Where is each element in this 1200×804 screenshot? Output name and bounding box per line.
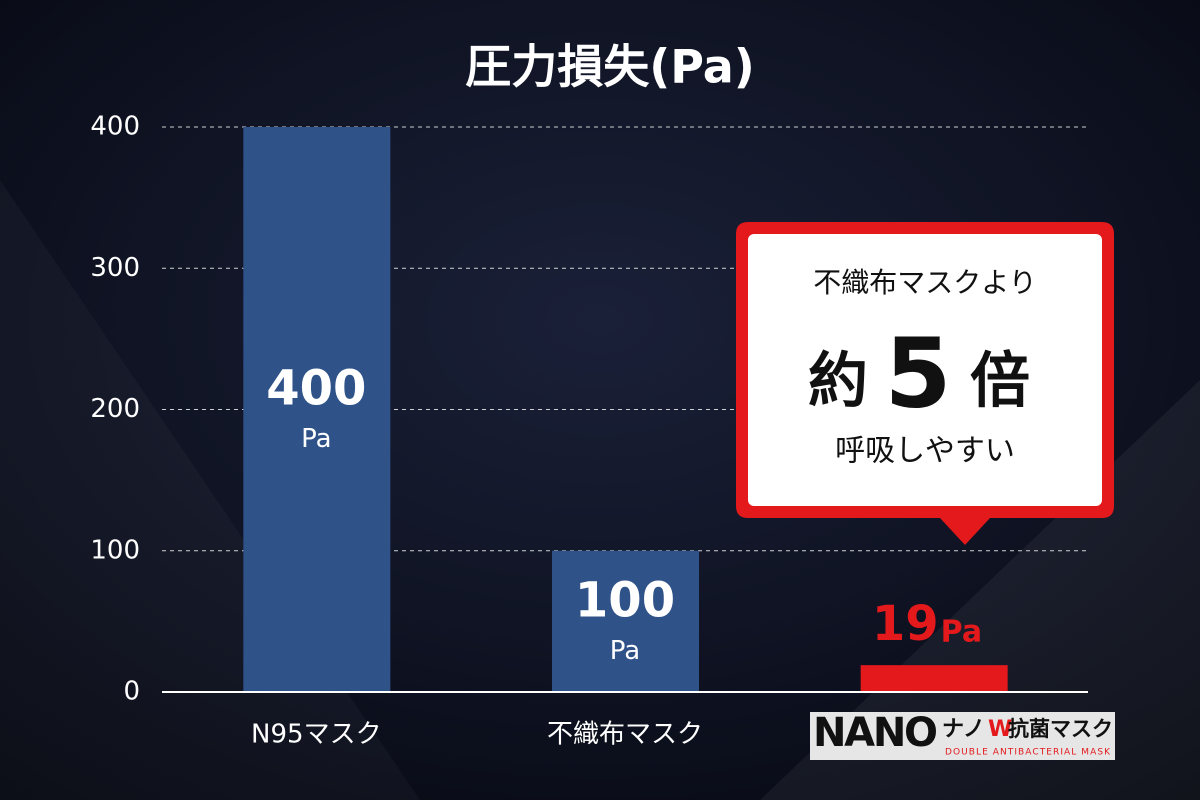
callout-box <box>748 234 1102 506</box>
callout-text: 倍 <box>970 347 1030 417</box>
y-tick-label: 400 <box>90 112 140 142</box>
bar <box>243 127 391 692</box>
y-tick-label: 100 <box>90 535 140 565</box>
logo-sub: DOUBLE ANTIBACTERIAL MASK <box>945 748 1111 758</box>
y-tick-label: 200 <box>90 394 140 424</box>
x-tick-label: 不織布マスク <box>547 720 703 750</box>
chart-title: 圧力損失(Pa) <box>465 40 755 94</box>
value-label: 400 <box>266 361 366 417</box>
callout: 不織布マスクより 約 5 倍 呼吸しやすい <box>736 222 1114 545</box>
logo: NANO ナノ W 抗菌マスク DOUBLE ANTIBACTERIAL MAS… <box>810 710 1115 760</box>
value-unit: Pa <box>301 424 331 454</box>
bar <box>552 550 699 692</box>
logo-kana: ナノ <box>942 717 985 742</box>
logo-main: NANO <box>813 710 938 756</box>
logo-box <box>810 712 1115 760</box>
x-tick-label: N95マスク <box>251 720 382 750</box>
value-label: 19 <box>872 596 939 652</box>
y-tick-label: 0 <box>123 677 140 707</box>
value-unit: Pa <box>941 615 982 650</box>
callout-text: 不織布マスクより <box>813 266 1036 299</box>
value-label: 100 <box>575 572 675 628</box>
y-tick-label: 300 <box>90 253 140 283</box>
value-unit: Pa <box>610 636 640 666</box>
logo-name: 抗菌マスク <box>1008 717 1113 741</box>
logo-w: W <box>988 717 1012 742</box>
bar <box>860 665 1008 692</box>
callout-number: 5 <box>885 317 952 429</box>
callout-text: 約 <box>808 347 868 417</box>
callout-text: 呼吸しやすい <box>835 434 1015 469</box>
